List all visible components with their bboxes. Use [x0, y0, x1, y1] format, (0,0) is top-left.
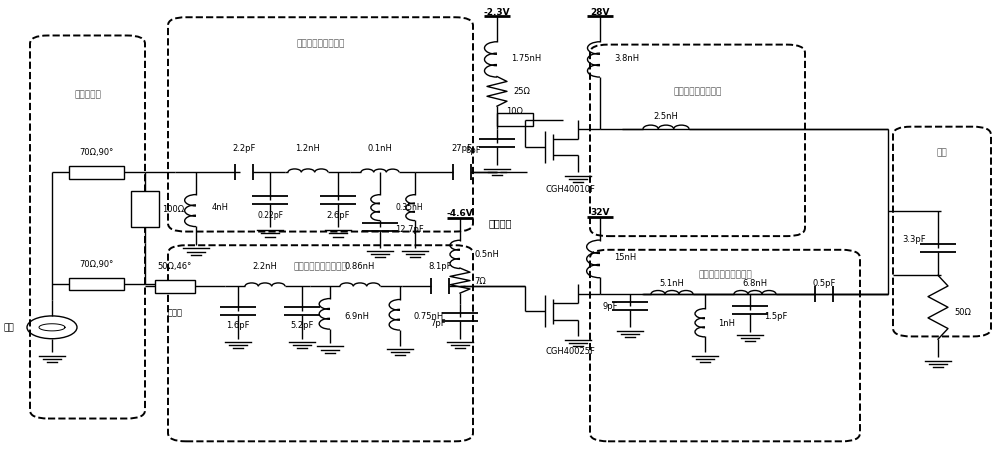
Text: 1nH: 1nH — [718, 318, 735, 328]
Text: 主功放输出匹配网络: 主功放输出匹配网络 — [673, 87, 722, 96]
Text: 5.1nH: 5.1nH — [660, 278, 684, 288]
Text: 0.86nH: 0.86nH — [345, 262, 375, 271]
Text: 27pF: 27pF — [452, 143, 472, 152]
Text: 0.75nH: 0.75nH — [414, 312, 444, 321]
Text: 输入功分器: 输入功分器 — [74, 90, 101, 99]
Text: 1.75nH: 1.75nH — [511, 54, 541, 63]
Bar — [131, 191, 159, 228]
Text: 2.2pF: 2.2pF — [232, 143, 256, 152]
Text: 28V: 28V — [590, 8, 610, 17]
Text: -4.6V: -4.6V — [447, 208, 473, 217]
Text: 7Ω: 7Ω — [474, 277, 486, 286]
Text: 5.2pF: 5.2pF — [290, 321, 314, 330]
Text: 1.5pF: 1.5pF — [764, 312, 787, 321]
Bar — [155, 280, 195, 293]
Text: 7pF: 7pF — [430, 318, 446, 328]
Text: 4nH: 4nH — [212, 202, 229, 212]
Text: 2.6pF: 2.6pF — [326, 210, 350, 219]
Text: 8.1pF: 8.1pF — [428, 262, 452, 271]
Text: 6.8nH: 6.8nH — [742, 278, 768, 288]
Text: 输入: 输入 — [3, 323, 14, 332]
Text: 6.9nH: 6.9nH — [344, 312, 369, 321]
Text: 主功放输入匹配网络: 主功放输入匹配网络 — [296, 40, 345, 49]
Text: 2.5nH: 2.5nH — [654, 111, 678, 121]
Text: 延时线: 延时线 — [168, 307, 182, 316]
Text: 峰值功放输入匹配网络: 峰值功放输入匹配网络 — [294, 261, 347, 270]
Text: 0.22pF: 0.22pF — [257, 210, 283, 219]
Text: 25Ω: 25Ω — [513, 86, 530, 96]
Text: 0.5pF: 0.5pF — [812, 278, 836, 288]
Text: 栅极偏置: 栅极偏置 — [488, 218, 512, 228]
Text: 32V: 32V — [590, 207, 610, 216]
Text: 3.3pF: 3.3pF — [902, 235, 926, 244]
Text: 50Ω: 50Ω — [954, 308, 971, 317]
Text: 70Ω,90°: 70Ω,90° — [79, 148, 113, 157]
Text: 70Ω,90°: 70Ω,90° — [79, 259, 113, 268]
Text: 10Ω: 10Ω — [507, 107, 523, 116]
Text: CGH40010F: CGH40010F — [545, 184, 595, 193]
Text: 负载: 负载 — [937, 148, 947, 157]
Text: 12.7pF: 12.7pF — [395, 225, 424, 234]
Text: 2.2nH: 2.2nH — [253, 262, 277, 271]
Text: 0.35nH: 0.35nH — [395, 202, 423, 212]
Text: 0.5nH: 0.5nH — [474, 249, 499, 258]
Text: -2.3V: -2.3V — [484, 8, 510, 17]
Text: 峰值功放输出匹配网络: 峰值功放输出匹配网络 — [698, 269, 752, 278]
Text: 3.8nH: 3.8nH — [614, 54, 639, 63]
Bar — [68, 167, 124, 179]
Text: 15nH: 15nH — [614, 253, 636, 262]
Text: 100Ω: 100Ω — [162, 205, 184, 214]
Text: CGH40025F: CGH40025F — [545, 346, 595, 355]
Text: 50Ω,46°: 50Ω,46° — [158, 262, 192, 271]
Bar — [68, 278, 124, 291]
Text: 1.6pF: 1.6pF — [226, 321, 250, 330]
Text: 1.2nH: 1.2nH — [296, 143, 320, 152]
Text: 9pF: 9pF — [602, 302, 618, 311]
Text: 0.1nH: 0.1nH — [368, 143, 392, 152]
Text: 8pF: 8pF — [465, 146, 481, 155]
Bar — [497, 114, 533, 127]
